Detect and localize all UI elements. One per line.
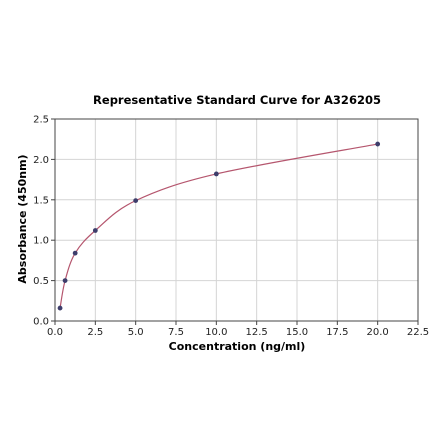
axis-ticks: 0.0 2.5 5.0 7.5 10.0 12.5 15.0 17.5 20.0 22.5 0.0 0… bbox=[33, 115, 429, 339]
x-tick-label: 20.0 bbox=[367, 327, 389, 338]
x-tick-label: 15.0 bbox=[286, 327, 308, 338]
y-tick-label: 1.5 bbox=[33, 195, 49, 206]
data-point bbox=[375, 141, 381, 147]
grid-lines bbox=[54, 118, 419, 322]
x-tick-label: 17.5 bbox=[326, 327, 348, 338]
data-point bbox=[213, 171, 219, 177]
y-tick-label: 1.0 bbox=[33, 236, 49, 247]
y-tick-label: 0.5 bbox=[33, 276, 49, 287]
x-tick-label: 22.5 bbox=[407, 327, 429, 338]
data-point bbox=[92, 228, 98, 233]
y-tick-label: 2.5 bbox=[33, 115, 49, 126]
data-point bbox=[133, 198, 139, 204]
y-axis-label: Absorbance (450nm) bbox=[16, 154, 29, 283]
y-tick-label: 2.0 bbox=[33, 155, 49, 166]
data-points bbox=[57, 141, 381, 311]
data-point bbox=[72, 250, 78, 256]
fit-curve bbox=[59, 143, 378, 309]
x-tick-label: 7.5 bbox=[168, 327, 184, 338]
x-tick-label: 0.0 bbox=[47, 327, 63, 338]
x-tick-label: 2.5 bbox=[87, 327, 103, 338]
x-tick-label: 10.0 bbox=[205, 327, 227, 338]
x-axis-label: Concentration (ng/ml) bbox=[169, 340, 306, 353]
x-tick-label: 12.5 bbox=[246, 327, 268, 338]
chart-title: Representative Standard Curve for A32620… bbox=[93, 93, 381, 107]
plot-area-frame bbox=[54, 118, 419, 322]
y-tick-label: 0.0 bbox=[33, 317, 49, 328]
x-tick-label: 5.0 bbox=[128, 327, 144, 338]
data-point bbox=[57, 305, 63, 311]
data-point bbox=[62, 278, 68, 283]
fit-curve-group bbox=[59, 143, 378, 309]
